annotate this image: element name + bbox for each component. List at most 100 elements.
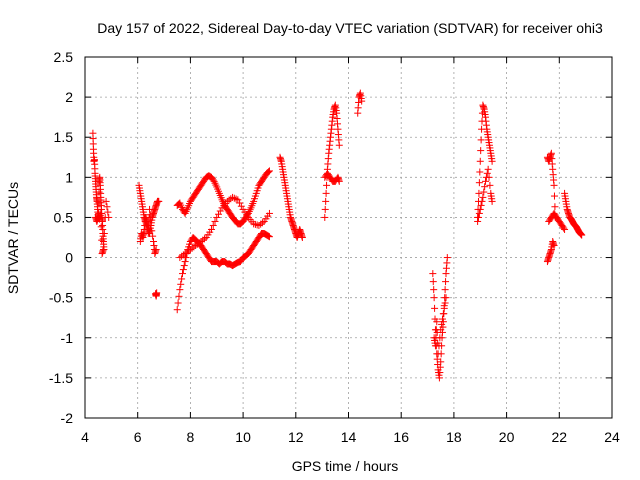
data-point [193, 240, 201, 248]
y-tick-label: -2 [61, 410, 74, 426]
series-arc-13h-low [321, 169, 343, 185]
data-point [225, 196, 233, 204]
data-point [179, 251, 187, 259]
data-point [434, 350, 442, 358]
data-point [322, 189, 330, 197]
data-point [433, 318, 441, 326]
data-point [335, 141, 343, 149]
y-tick-label: 2.5 [54, 49, 74, 65]
data-point [482, 177, 490, 185]
series-arc-13h [321, 101, 343, 221]
data-point [474, 213, 482, 221]
x-tick-label: 22 [552, 429, 568, 445]
data-point [488, 157, 496, 165]
data-point [257, 220, 265, 228]
data-point [484, 165, 492, 173]
data-point [105, 213, 113, 221]
grid-lines [85, 57, 612, 418]
x-tick-label: 18 [446, 429, 462, 445]
data-point [155, 197, 163, 205]
data-point [475, 209, 483, 217]
data-point [477, 136, 485, 144]
data-point [102, 197, 110, 205]
data-point [250, 220, 258, 228]
series-arc-17.3h-b [430, 294, 450, 358]
data-point [152, 246, 160, 254]
data-point [476, 157, 484, 165]
data-point [483, 169, 491, 177]
data-point [485, 173, 493, 181]
data-point [441, 286, 449, 294]
data-point [551, 203, 559, 211]
data-point [200, 235, 208, 243]
data-point [258, 219, 266, 227]
series-arc-8h-cross [176, 193, 273, 262]
data-point [148, 227, 156, 235]
data-point [174, 299, 182, 307]
data-point [190, 243, 198, 251]
chart-title: Day 157 of 2022, Sidereal Day-to-day VTE… [97, 20, 603, 36]
data-point [264, 169, 272, 177]
x-tick-label: 6 [134, 429, 142, 445]
data-point [197, 238, 205, 246]
data-point [429, 278, 437, 286]
data-point [441, 299, 449, 307]
data-point [479, 193, 487, 201]
data-point [323, 181, 331, 189]
data-point [232, 195, 240, 203]
data-point [176, 286, 184, 294]
plot-area-border [84, 56, 613, 419]
data-point [430, 294, 438, 302]
data-point [437, 358, 445, 366]
x-axis-label: GPS time / hours [292, 458, 399, 474]
data-point [195, 239, 203, 247]
data-point [265, 232, 273, 240]
data-point [211, 217, 219, 225]
data-point [550, 192, 558, 200]
data-point [442, 294, 450, 302]
data-point [436, 334, 444, 342]
data-point [104, 208, 112, 216]
data-point [550, 242, 558, 250]
data-series [89, 89, 586, 382]
series-arc-22h-low [545, 209, 569, 233]
data-point [100, 229, 108, 237]
series-arc-22.5h [561, 189, 586, 239]
data-point [265, 168, 273, 176]
data-point [550, 181, 558, 189]
data-point [477, 201, 485, 209]
data-point [253, 221, 261, 229]
data-point [178, 270, 186, 278]
data-point [216, 207, 224, 215]
data-point [178, 275, 186, 283]
data-point [173, 306, 181, 314]
data-point [223, 197, 231, 205]
data-point [147, 221, 155, 229]
series-arc-6h-low [136, 205, 160, 258]
data-point [177, 280, 185, 288]
data-point [179, 266, 187, 274]
data-point [321, 205, 329, 213]
data-point [486, 181, 494, 189]
x-tick-label: 14 [341, 429, 357, 445]
data-point [209, 221, 217, 229]
data-point [230, 194, 238, 202]
data-point [476, 168, 484, 176]
data-point [264, 232, 272, 240]
data-point [438, 315, 446, 323]
data-point [478, 197, 486, 205]
data-point [474, 217, 482, 225]
data-point [322, 197, 330, 205]
data-point [183, 248, 191, 256]
data-point [192, 242, 200, 250]
x-tick-labels: 4 6 8 10 12 14 16 18 20 22 24 [81, 429, 620, 445]
series-arc-14.4h [354, 89, 366, 117]
y-tick-label: 0.5 [54, 209, 74, 225]
data-point [265, 209, 273, 217]
data-point [442, 278, 450, 286]
data-point [561, 225, 569, 233]
x-tick-label: 12 [288, 429, 304, 445]
data-point [429, 270, 437, 278]
